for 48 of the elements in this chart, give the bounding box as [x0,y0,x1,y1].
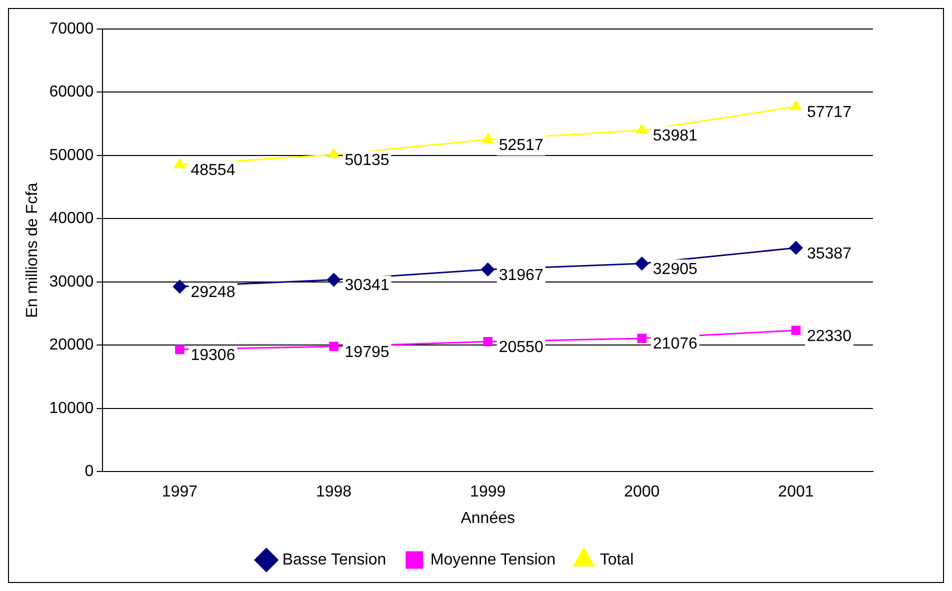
data-label: 20550 [498,339,544,356]
point [483,337,492,346]
data-label: 57717 [806,104,852,122]
point [482,133,494,144]
point [172,280,186,294]
y-tick-label: 50000 [49,146,94,164]
y-tick-label: 30000 [49,273,94,290]
legend-label: Basse Tension [282,551,386,568]
point [329,342,338,352]
point [481,262,495,276]
y-tick-label: 20000 [49,336,94,354]
data-label: 29248 [190,284,236,302]
point [636,124,648,134]
data-label: 50135 [344,152,390,170]
point [790,100,802,110]
point [635,256,649,270]
x-axis-title: Années [460,510,515,527]
data-label: 32905 [652,260,698,278]
point [791,326,801,336]
point [174,158,186,168]
data-label: 22330 [806,328,852,345]
data-label: 19306 [190,346,236,364]
legend-label: Total [600,551,634,568]
point [328,148,340,158]
data-label: 19795 [344,344,390,361]
data-label: 48554 [190,162,236,180]
y-tick-label: 10000 [49,400,94,417]
y-tick-label: 60000 [49,84,94,101]
x-tick-label: 2000 [624,484,660,501]
data-label: 53981 [652,128,698,145]
data-label: 35387 [806,245,852,262]
data-label: 31967 [498,266,544,284]
point [637,334,647,343]
legend-label: Moyenne Tension [430,551,556,568]
point [789,241,803,255]
x-tick-label: 1999 [470,484,506,501]
point [175,344,184,354]
y-tick-label: 70000 [49,20,94,38]
x-tick-label: 1997 [162,484,198,501]
x-tick-label: 2001 [778,484,814,501]
data-label: 21076 [652,336,698,353]
x-tick-label: 1998 [316,484,352,501]
y-tick-label: 40000 [49,210,94,228]
data-label: 52517 [498,136,544,154]
y-tick-label: 0 [84,463,94,480]
point [327,273,341,287]
y-axis-title: En millions de Fcfa [24,182,42,318]
data-label: 30341 [344,277,390,294]
